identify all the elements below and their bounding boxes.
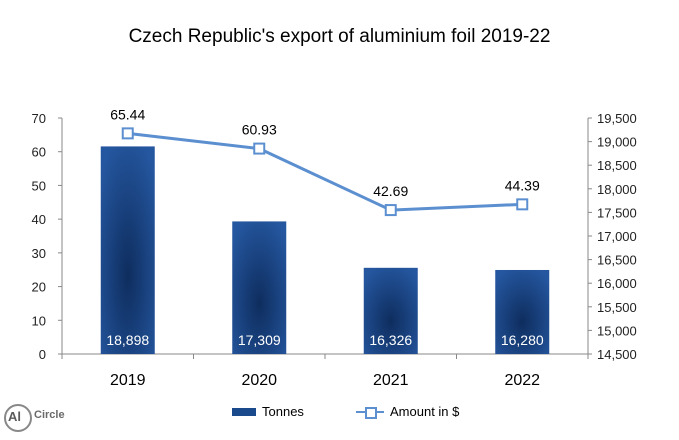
left-tick-label: 50: [32, 178, 46, 193]
amount-line: [127, 131, 523, 212]
right-tick-label: 16,500: [597, 253, 637, 268]
legend-swatch-line: [356, 406, 384, 419]
bar-2021: [363, 267, 418, 354]
right-tick-label: 18,500: [597, 158, 637, 173]
logo-text: Circle: [34, 409, 65, 421]
left-tick-label: 10: [32, 313, 46, 328]
logo-mark: Al: [8, 409, 21, 424]
left-tick-label: 20: [32, 280, 46, 295]
right-tick-label: 16,000: [597, 276, 637, 291]
x-category-label: 2019: [110, 372, 146, 389]
bar-data-label: 17,309: [238, 332, 281, 348]
x-category-label: 2022: [504, 372, 540, 389]
x-category-label: 2020: [241, 372, 277, 389]
legend-label-tonnes: Tonnes: [262, 404, 304, 419]
right-tick-label: 19,000: [597, 135, 637, 150]
right-tick-label: 17,500: [597, 205, 637, 220]
amount-point-2021: [384, 204, 397, 217]
right-tick-label: 15,000: [597, 323, 637, 338]
amount-data-label: 60.93: [242, 122, 277, 138]
amount-point-2022: [516, 198, 529, 211]
amount-data-label: 42.69: [373, 183, 408, 199]
right-tick-label: 17,000: [597, 229, 637, 244]
left-tick-label: 30: [32, 246, 46, 261]
x-category-label: 2021: [373, 372, 409, 389]
amount-data-label: 65.44: [110, 106, 145, 122]
bar-2022: [495, 269, 550, 354]
left-tick-label: 60: [32, 145, 46, 160]
logo-ring-icon: [4, 404, 32, 432]
legend-item-tonnes: Tonnes: [232, 404, 304, 419]
legend-label-amount: Amount in $: [390, 404, 460, 419]
alcircle-logo: Al Circle: [4, 404, 68, 438]
bar-data-label: 16,280: [501, 332, 544, 348]
right-tick-label: 15,500: [597, 300, 637, 315]
bar-data-label: 16,326: [369, 332, 412, 348]
bar-2019: [100, 146, 155, 354]
legend-item-amount: Amount in $: [356, 404, 459, 419]
chart-title: Czech Republic's export of aluminium foi…: [128, 26, 551, 47]
right-tick-label: 14,500: [597, 347, 637, 362]
right-tick-label: 18,000: [597, 182, 637, 197]
amount-data-label: 44.39: [505, 177, 540, 193]
chart-legend: Tonnes Amount in $: [232, 404, 512, 424]
bar-2020: [232, 221, 287, 354]
amount-point-2019: [121, 127, 134, 140]
left-tick-label: 40: [32, 212, 46, 227]
right-tick-label: 19,500: [597, 111, 637, 126]
left-tick-label: 0: [39, 347, 46, 362]
left-tick-label: 70: [32, 111, 46, 126]
amount-point-2020: [253, 142, 266, 155]
bar-data-label: 18,898: [106, 332, 149, 348]
legend-swatch-bar: [232, 407, 256, 416]
